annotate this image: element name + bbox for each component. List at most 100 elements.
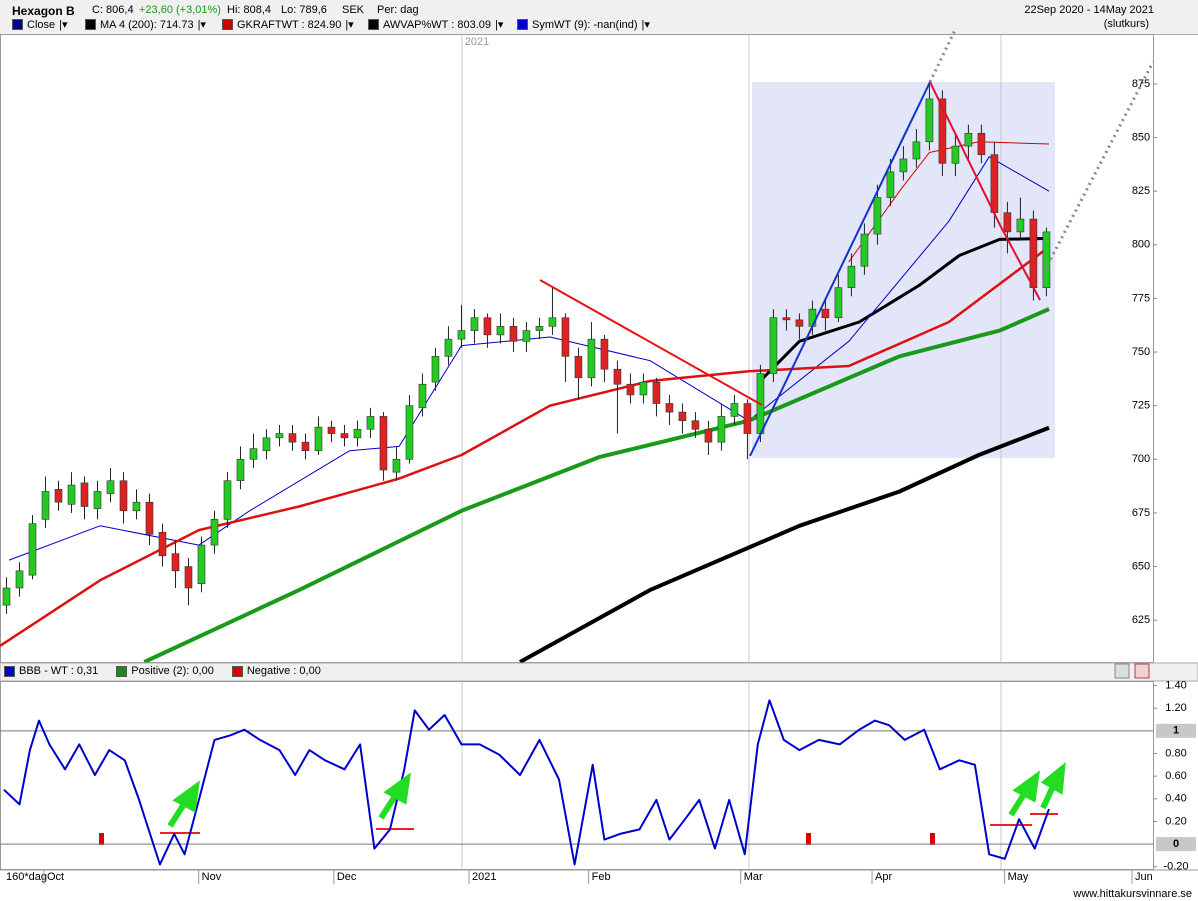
trend-line	[749, 81, 931, 457]
signal	[930, 833, 935, 845]
indicator-frame	[0, 681, 1154, 870]
x-tick-label: Mar	[744, 871, 763, 883]
period-label: 160*dag	[6, 871, 47, 883]
fib-box	[752, 82, 1055, 458]
y-tick-label: 750	[1132, 346, 1150, 358]
candle-body	[262, 437, 271, 452]
candle-body	[171, 553, 180, 572]
indicator-line	[3, 699, 1050, 866]
ma-line	[758, 236, 1050, 384]
candle-body	[522, 330, 531, 342]
candle-body	[353, 428, 362, 439]
candle-body	[535, 325, 544, 331]
candle-body	[158, 531, 167, 557]
legend-entry[interactable]: MA 4 (200): 714.73 |▾	[85, 18, 206, 31]
arrow-head	[172, 780, 200, 813]
legend-entry[interactable]: Close |▾	[12, 18, 68, 31]
tick-box	[1156, 723, 1196, 738]
close-button[interactable]	[1134, 663, 1150, 679]
candle-body	[860, 233, 869, 267]
candle-body	[548, 317, 557, 327]
currency: SEK	[342, 4, 365, 16]
candle-body	[197, 544, 206, 585]
candle-body	[470, 317, 479, 331]
legend-label: GKRAFTWT : 824.90	[237, 18, 342, 31]
legend-swatch	[85, 19, 96, 30]
candle-body	[1003, 212, 1012, 233]
legend-label: BBB - WT : 0,31	[19, 665, 99, 677]
candle-body	[652, 381, 661, 404]
ma-line	[0, 245, 1050, 647]
legend-entry[interactable]: AWVAP%WT : 803.09 |▾	[368, 18, 503, 31]
candle-body	[561, 317, 570, 357]
change: +23,60 (+3,01%)	[139, 4, 221, 16]
candle-body	[288, 433, 297, 443]
legend-label: Negative : 0,00	[246, 665, 321, 677]
legend-entry[interactable]: Negative : 0,00	[231, 665, 321, 677]
legend-swatch	[368, 19, 379, 30]
candle-body	[275, 433, 284, 439]
y-tick-label: 850	[1132, 131, 1150, 143]
candle-body	[314, 426, 323, 452]
candle-body	[678, 411, 687, 421]
candle-body	[691, 420, 700, 430]
candle-body	[587, 338, 596, 379]
dropdown: |▾	[59, 19, 68, 31]
candle-body	[1029, 218, 1038, 288]
y-tick-label: 825	[1132, 185, 1150, 197]
candle-body	[366, 416, 375, 430]
candle-body	[769, 317, 778, 374]
high: Hi: 808,4	[227, 4, 272, 16]
x-tick-label: Oct	[47, 871, 64, 883]
legend-entry[interactable]: GKRAFTWT : 824.90 |▾	[222, 18, 354, 31]
candle-body	[236, 458, 245, 482]
candle-body	[327, 426, 336, 434]
y-tick-label: 0.80	[1165, 747, 1186, 759]
ma-line	[8, 156, 1050, 561]
tick-box	[1156, 837, 1196, 852]
candle-body	[41, 491, 50, 520]
candle-body	[964, 132, 973, 147]
candle-body	[132, 501, 141, 512]
candle-body	[873, 197, 882, 235]
y-tick-label: 675	[1132, 507, 1150, 519]
footer: www.hittakursvinnare.se	[1072, 888, 1192, 900]
dropdown: |▾	[641, 19, 650, 31]
low: Lo: 789,6	[281, 4, 327, 16]
dropdown: |▾	[345, 19, 354, 31]
y-tick-label: 1.40	[1165, 679, 1186, 691]
candle-body	[496, 325, 505, 336]
y-tick-label: 1.20	[1165, 702, 1186, 714]
arrow-head	[383, 772, 411, 805]
candle-body	[223, 480, 232, 520]
candle-body	[67, 484, 76, 505]
tool-button[interactable]	[1114, 663, 1130, 679]
y-tick-label: 0.60	[1165, 770, 1186, 782]
x-tick-label: 2021	[472, 871, 496, 883]
candle-body	[730, 403, 739, 417]
candle-body	[379, 416, 388, 471]
candle-body	[509, 325, 518, 342]
x-tick-label: May	[1008, 871, 1029, 883]
candle-body	[808, 308, 817, 327]
candle-body	[249, 448, 258, 460]
candle-body	[28, 523, 37, 576]
arrow-head	[1012, 770, 1040, 803]
candle-body	[457, 330, 466, 340]
legend-entry[interactable]: BBB - WT : 0,31	[4, 665, 98, 677]
candle-body	[1016, 218, 1025, 233]
candle-body	[847, 265, 856, 288]
legend-label: Close	[27, 18, 56, 31]
date-range: 22Sep 2020 - 14May 2021	[1024, 4, 1154, 16]
candle-body	[704, 428, 713, 443]
x-tick-label: Dec	[337, 871, 357, 883]
candle-body	[899, 158, 908, 173]
y-tick-label: 650	[1132, 560, 1150, 572]
candle-body	[2, 587, 11, 606]
candle-body	[990, 154, 999, 213]
legend-swatch	[116, 665, 128, 677]
indicator-legend: BBB - WT : 0,31 Positive (2): 0,00 Negativ…	[4, 665, 321, 677]
signal	[99, 833, 104, 845]
legend-entry[interactable]: Positive (2): 0,00	[116, 665, 214, 677]
legend-entry[interactable]: SymWT (9): -nan(ind) |▾	[517, 18, 650, 31]
